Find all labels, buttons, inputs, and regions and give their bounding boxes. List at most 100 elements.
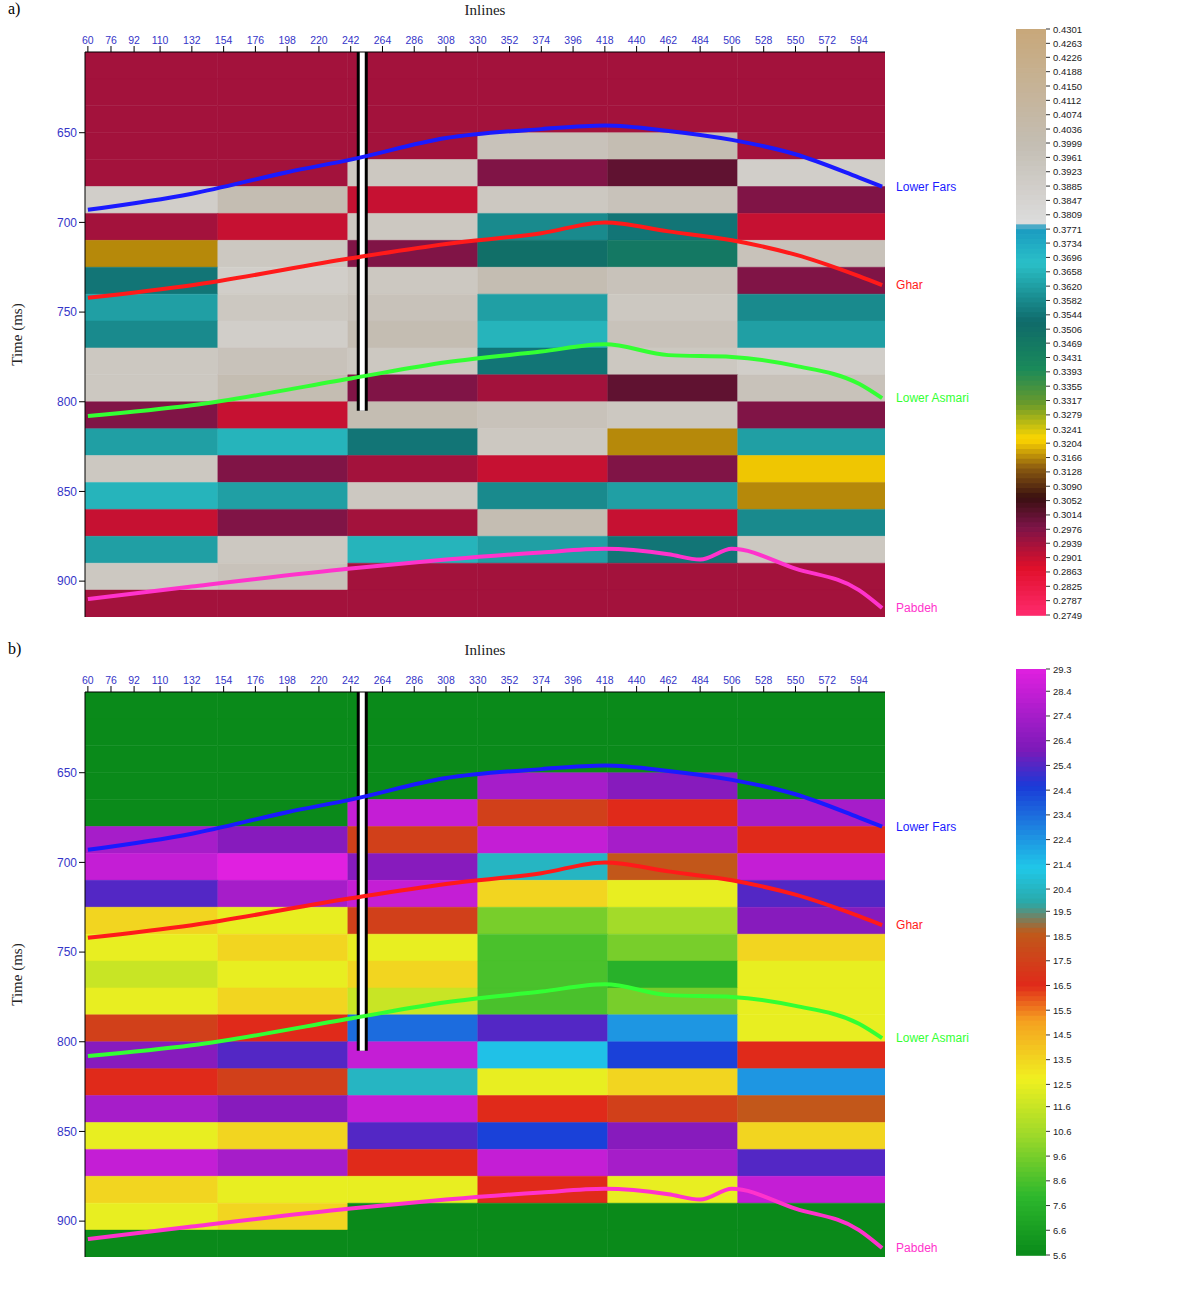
svg-text:Ghar: Ghar xyxy=(896,278,923,292)
svg-text:132: 132 xyxy=(183,34,201,46)
svg-text:594: 594 xyxy=(850,674,868,686)
svg-text:Pabdeh: Pabdeh xyxy=(896,601,937,615)
svg-text:Ghar: Ghar xyxy=(896,918,923,932)
svg-text:0.3620: 0.3620 xyxy=(1053,281,1082,292)
svg-text:0.4226: 0.4226 xyxy=(1053,52,1082,63)
svg-text:Time (ms): Time (ms) xyxy=(10,303,26,365)
svg-text:330: 330 xyxy=(469,674,487,686)
svg-text:110: 110 xyxy=(152,674,169,686)
svg-text:374: 374 xyxy=(533,674,551,686)
svg-text:18.5: 18.5 xyxy=(1053,931,1072,942)
svg-text:528: 528 xyxy=(755,34,773,46)
svg-text:900: 900 xyxy=(57,1214,77,1228)
svg-text:800: 800 xyxy=(57,1035,77,1049)
svg-text:60: 60 xyxy=(82,34,94,46)
svg-text:418: 418 xyxy=(596,34,614,46)
svg-text:374: 374 xyxy=(533,34,551,46)
svg-text:110: 110 xyxy=(152,34,169,46)
svg-text:0.3241: 0.3241 xyxy=(1053,424,1082,435)
svg-text:572: 572 xyxy=(818,34,836,46)
svg-text:17.5: 17.5 xyxy=(1053,955,1072,966)
svg-text:0.3809: 0.3809 xyxy=(1053,209,1082,220)
svg-text:Lower Fars: Lower Fars xyxy=(896,180,956,194)
svg-text:16.5: 16.5 xyxy=(1053,980,1072,991)
svg-text:Lower Asmari: Lower Asmari xyxy=(896,1031,969,1045)
svg-text:900: 900 xyxy=(57,574,77,588)
svg-text:550: 550 xyxy=(787,34,805,46)
svg-text:29.3: 29.3 xyxy=(1053,664,1072,675)
svg-text:0.2749: 0.2749 xyxy=(1053,610,1082,621)
svg-text:92: 92 xyxy=(128,34,140,46)
svg-text:418: 418 xyxy=(596,674,614,686)
svg-text:8.6: 8.6 xyxy=(1053,1175,1066,1186)
svg-text:0.2787: 0.2787 xyxy=(1053,595,1082,606)
svg-text:286: 286 xyxy=(405,674,423,686)
svg-text:440: 440 xyxy=(628,674,646,686)
svg-text:0.3279: 0.3279 xyxy=(1053,409,1082,420)
svg-text:0.3014: 0.3014 xyxy=(1053,509,1082,520)
svg-text:506: 506 xyxy=(723,34,741,46)
svg-text:0.2976: 0.2976 xyxy=(1053,524,1082,535)
svg-text:0.4074: 0.4074 xyxy=(1053,109,1082,120)
svg-text:198: 198 xyxy=(278,34,296,46)
svg-text:10.6: 10.6 xyxy=(1053,1126,1072,1137)
svg-text:0.3052: 0.3052 xyxy=(1053,495,1082,506)
svg-text:0.3885: 0.3885 xyxy=(1053,181,1082,192)
svg-text:528: 528 xyxy=(755,674,773,686)
svg-text:396: 396 xyxy=(564,34,582,46)
svg-text:25.4: 25.4 xyxy=(1053,760,1072,771)
svg-text:154: 154 xyxy=(215,34,233,46)
svg-text:750: 750 xyxy=(57,305,77,319)
svg-text:0.4036: 0.4036 xyxy=(1053,124,1082,135)
svg-text:572: 572 xyxy=(818,674,836,686)
svg-text:484: 484 xyxy=(691,674,709,686)
svg-text:12.5: 12.5 xyxy=(1053,1079,1072,1090)
svg-text:23.4: 23.4 xyxy=(1053,809,1072,820)
svg-text:76: 76 xyxy=(105,34,117,46)
svg-text:0.3734: 0.3734 xyxy=(1053,238,1082,249)
svg-text:0.4263: 0.4263 xyxy=(1053,38,1082,49)
svg-text:176: 176 xyxy=(247,34,265,46)
svg-text:0.3506: 0.3506 xyxy=(1053,324,1082,335)
svg-text:Time (ms): Time (ms) xyxy=(10,943,26,1005)
svg-text:0.4301: 0.4301 xyxy=(1053,24,1082,35)
svg-text:750: 750 xyxy=(57,945,77,959)
svg-text:650: 650 xyxy=(57,766,77,780)
svg-text:9.6: 9.6 xyxy=(1053,1151,1066,1162)
svg-text:220: 220 xyxy=(310,34,328,46)
svg-text:0.3961: 0.3961 xyxy=(1053,152,1082,163)
svg-text:28.4: 28.4 xyxy=(1053,686,1072,697)
svg-text:0.3128: 0.3128 xyxy=(1053,466,1082,477)
svg-text:0.2825: 0.2825 xyxy=(1053,581,1082,592)
svg-text:0.3658: 0.3658 xyxy=(1053,266,1082,277)
svg-text:0.3469: 0.3469 xyxy=(1053,338,1082,349)
svg-text:0.3431: 0.3431 xyxy=(1053,352,1082,363)
svg-text:24.4: 24.4 xyxy=(1053,785,1072,796)
svg-text:242: 242 xyxy=(342,34,360,46)
svg-text:26.4: 26.4 xyxy=(1053,735,1072,746)
svg-text:264: 264 xyxy=(374,34,392,46)
svg-text:154: 154 xyxy=(215,674,233,686)
svg-text:60: 60 xyxy=(82,674,94,686)
svg-text:15.5: 15.5 xyxy=(1053,1005,1072,1016)
svg-text:0.3317: 0.3317 xyxy=(1053,395,1082,406)
svg-text:264: 264 xyxy=(374,674,392,686)
svg-text:0.3771: 0.3771 xyxy=(1053,224,1082,235)
svg-text:550: 550 xyxy=(787,674,805,686)
svg-text:308: 308 xyxy=(437,674,455,686)
svg-text:352: 352 xyxy=(501,674,519,686)
svg-text:7.6: 7.6 xyxy=(1053,1200,1066,1211)
svg-text:800: 800 xyxy=(57,395,77,409)
svg-text:594: 594 xyxy=(850,34,868,46)
svg-text:0.3847: 0.3847 xyxy=(1053,195,1082,206)
svg-text:176: 176 xyxy=(247,674,265,686)
svg-text:0.3544: 0.3544 xyxy=(1053,309,1082,320)
svg-text:286: 286 xyxy=(405,34,423,46)
svg-text:0.3999: 0.3999 xyxy=(1053,138,1082,149)
svg-text:0.3204: 0.3204 xyxy=(1053,438,1082,449)
svg-text:484: 484 xyxy=(691,34,709,46)
svg-text:850: 850 xyxy=(57,1125,77,1139)
svg-text:Lower Asmari: Lower Asmari xyxy=(896,391,969,405)
svg-text:0.3393: 0.3393 xyxy=(1053,366,1082,377)
svg-text:0.3355: 0.3355 xyxy=(1053,381,1082,392)
